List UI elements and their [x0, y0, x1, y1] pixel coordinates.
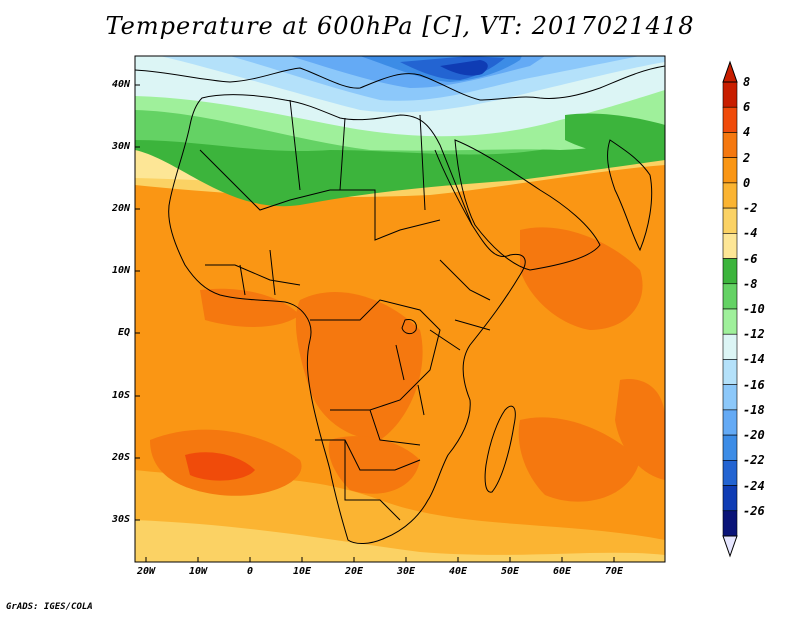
- field-hot-atlantic: [185, 452, 255, 481]
- red-sea: [434, 149, 473, 226]
- colorbar-cell: [722, 333, 738, 360]
- lat-label-10s: 10S: [111, 390, 130, 401]
- colorbar-label: 2: [743, 150, 751, 165]
- colorbar-label: -12: [743, 327, 765, 342]
- lat-label-10n: 10N: [111, 265, 130, 276]
- colorbar-cell: [722, 106, 738, 133]
- india: [607, 139, 653, 252]
- colorbar-label: -22: [743, 453, 765, 468]
- colorbar-label: -18: [743, 402, 765, 417]
- colorbar-label: -6: [743, 251, 758, 266]
- colorbar-label: -8: [743, 276, 758, 291]
- field-warm-westafrica: [200, 288, 300, 327]
- colorbar-cell: [722, 207, 738, 234]
- arabia: [454, 139, 601, 271]
- colorbar-cell: [722, 485, 738, 512]
- lat-label-20s: 20S: [111, 452, 130, 463]
- lat-label-20n: 20N: [111, 203, 130, 214]
- europe-coast: [135, 65, 665, 101]
- lat-label-eq: EQ: [117, 327, 130, 338]
- border-central: [310, 299, 441, 446]
- colorbar-cell: [722, 233, 738, 259]
- field-south-cooler: [135, 520, 665, 562]
- colorbar-cell: [722, 460, 738, 486]
- field-warm-indian: [518, 417, 640, 502]
- colorbar-cell: [722, 132, 738, 158]
- colorbar-cell: [722, 81, 738, 108]
- colorbar-cell: [722, 283, 738, 310]
- africa-coastline: [168, 94, 526, 544]
- plot-frame: [134, 55, 666, 563]
- lon-label-10e: 10E: [292, 566, 312, 577]
- lat-label-40n: 40N: [111, 79, 130, 90]
- colorbar-cell: [722, 510, 738, 537]
- colorbar-label: -16: [743, 377, 765, 392]
- border-west: [205, 249, 301, 296]
- colorbar-cell: [722, 409, 738, 436]
- credit-label: GrADS: IGES/COLA: [6, 602, 93, 612]
- colorbar-cell: [722, 384, 738, 411]
- colorbar-cell: [722, 308, 738, 335]
- border-sahara-1: [199, 149, 441, 241]
- border-east: [429, 259, 491, 351]
- colorbar-label: -10: [743, 302, 765, 316]
- lon-label-0: 0: [246, 566, 254, 577]
- lake-malawi: [417, 384, 425, 416]
- madagascar: [484, 405, 516, 493]
- colorbar-label: -24: [743, 478, 765, 493]
- lat-label-30s: 30S: [111, 514, 130, 525]
- colorbar-cell: [722, 359, 738, 385]
- lat-label-30n: 30N: [111, 141, 130, 152]
- axis-ticks: [135, 84, 615, 562]
- colorbar-label: -20: [743, 428, 765, 443]
- colorbar-cell: [722, 157, 738, 184]
- colorbar-label: -26: [743, 503, 765, 518]
- lon-label-50e: 50E: [500, 566, 520, 577]
- border-sahara-2: [289, 99, 426, 211]
- field-warm-arabian: [520, 227, 643, 330]
- lon-label-30e: 30E: [396, 566, 416, 577]
- lon-label-70e: 70E: [604, 566, 624, 577]
- colorbar-label: 6: [743, 100, 751, 115]
- coastlines: [135, 65, 665, 544]
- lake-victoria: [401, 319, 417, 335]
- field-warm-kalahari: [328, 436, 420, 494]
- field-band-m24: [440, 60, 488, 76]
- colorbar-label: -14: [743, 352, 765, 367]
- colorbar-under-triangle: [722, 535, 738, 558]
- border-south: [315, 439, 421, 521]
- colorbar-label: -2: [743, 201, 758, 216]
- colorbar-label: -4: [743, 226, 758, 241]
- colorbar-label: 8: [743, 75, 751, 89]
- colorbar-over-triangle: [722, 60, 738, 83]
- colorbar-cell: [722, 434, 738, 461]
- lake-tanganyika: [395, 344, 405, 381]
- field-warm-east: [615, 379, 665, 480]
- colorbar-cell: [722, 258, 738, 285]
- lon-label-40e: 40E: [448, 566, 468, 577]
- colorbar-label: 4: [743, 125, 751, 140]
- lon-label-60e: 60E: [552, 566, 572, 577]
- lon-label-10w: 10W: [188, 566, 208, 577]
- lon-label-20w: 20W: [136, 566, 156, 577]
- colorbar-label: 0: [743, 175, 751, 190]
- chart-title: Temperature at 600hPa [C], VT: 201702141…: [105, 12, 695, 40]
- field-green-arabia: [565, 113, 665, 160]
- lon-label-20e: 20E: [344, 566, 364, 577]
- colorbar-cell: [722, 182, 738, 209]
